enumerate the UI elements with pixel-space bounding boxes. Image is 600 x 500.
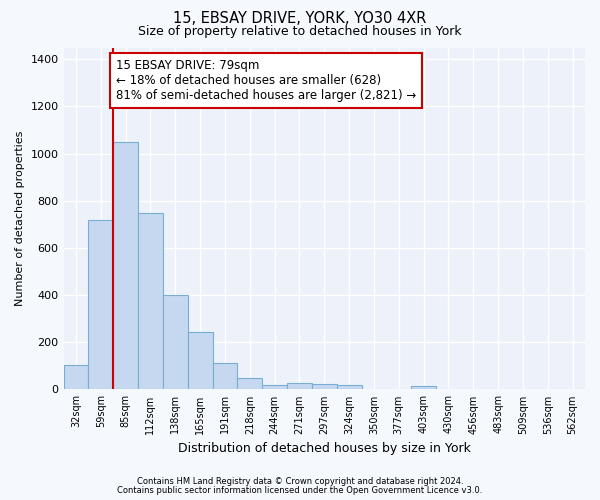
Bar [64, 364, 88, 390]
Bar [337, 384, 362, 390]
Bar [287, 383, 312, 390]
Y-axis label: Number of detached properties: Number of detached properties [15, 131, 25, 306]
Text: 15, EBSAY DRIVE, YORK, YO30 4XR: 15, EBSAY DRIVE, YORK, YO30 4XR [173, 11, 427, 26]
Bar [88, 220, 113, 390]
Bar [212, 364, 238, 390]
Bar [262, 384, 287, 390]
Bar [312, 384, 337, 390]
Text: 15 EBSAY DRIVE: 79sqm
← 18% of detached houses are smaller (628)
81% of semi-det: 15 EBSAY DRIVE: 79sqm ← 18% of detached … [116, 59, 416, 102]
Bar [113, 142, 138, 390]
Bar [238, 378, 262, 390]
Bar [411, 386, 436, 390]
X-axis label: Distribution of detached houses by size in York: Distribution of detached houses by size … [178, 442, 471, 455]
Bar [188, 332, 212, 390]
Text: Size of property relative to detached houses in York: Size of property relative to detached ho… [138, 25, 462, 38]
Bar [138, 212, 163, 390]
Text: Contains public sector information licensed under the Open Government Licence v3: Contains public sector information licen… [118, 486, 482, 495]
Text: Contains HM Land Registry data © Crown copyright and database right 2024.: Contains HM Land Registry data © Crown c… [137, 477, 463, 486]
Bar [163, 295, 188, 390]
